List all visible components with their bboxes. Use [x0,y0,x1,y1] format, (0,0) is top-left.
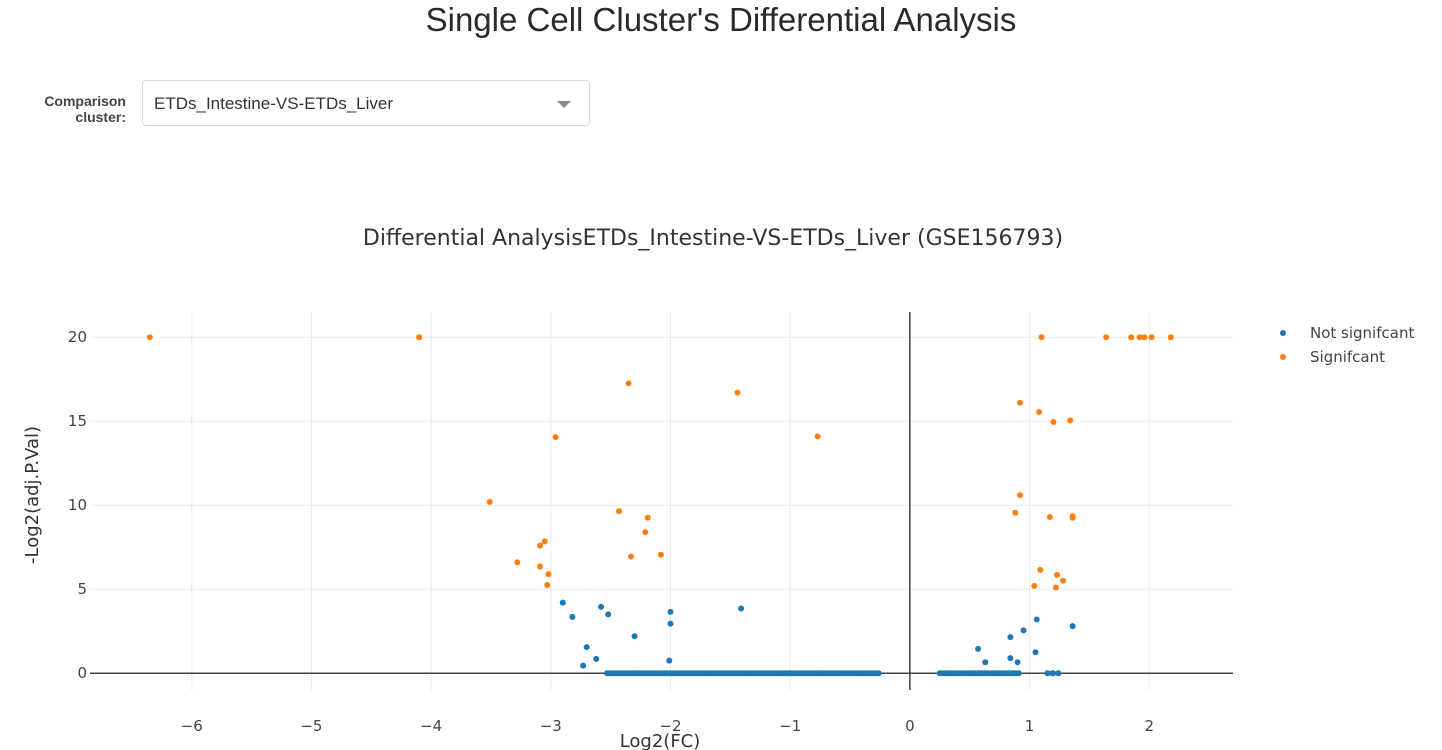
legend-marker [1280,354,1286,360]
data-point-not-significant [1032,649,1039,656]
comparison-cluster-dropdown[interactable]: ETDs_Intestine-VS-ETDs_Liver [142,80,590,126]
dropdown-selected-value: ETDs_Intestine-VS-ETDs_Liver [154,94,394,113]
y-tick-label: 10 [68,496,87,514]
comparison-control: Comparison cluster: ETDs_Intestine-VS-ET… [0,80,700,128]
legend-label: Signifcant [1310,348,1385,366]
x-tick-label: 1 [1025,717,1035,735]
data-point-significant [1037,566,1044,573]
data-point-significant [1167,334,1174,341]
data-point-not-significant [559,599,566,606]
data-point-significant [541,538,548,545]
legend-marker [1280,330,1286,336]
data-point-significant [1016,399,1023,406]
data-point-significant [1136,334,1143,341]
data-point-significant [814,433,821,440]
data-point-significant [1038,334,1045,341]
data-point-significant [1052,584,1059,591]
x-tick-label: −2 [659,717,681,735]
data-point-significant [625,380,632,387]
data-point-significant [1036,408,1043,415]
y-tick-label: 15 [68,412,87,430]
data-point-not-significant [580,662,587,669]
data-point-significant [616,508,623,515]
chart-title: Differential AnalysisETDs_Intestine-VS-E… [363,226,1063,251]
data-point-significant [537,542,544,549]
data-point-not-significant [1007,634,1014,641]
data-point-not-significant [1055,670,1062,677]
y-tick-label: 5 [77,580,87,598]
x-tick-label: −1 [779,717,801,735]
data-point-not-significant [975,645,982,652]
data-point-significant [1141,334,1148,341]
data-point-significant [416,334,423,341]
data-point-significant [146,334,153,341]
data-point-not-significant [1007,655,1014,662]
x-tick-label: −4 [420,717,442,735]
volcano-chart: Differential AnalysisETDs_Intestine-VS-E… [22,226,1414,750]
data-point-not-significant [631,633,638,640]
x-axis-label: Log2(FC) [620,731,701,750]
data-point-significant [1054,571,1061,578]
data-point-significant [1016,492,1023,499]
data-point-not-significant [667,620,674,627]
data-point-not-significant [593,655,600,662]
data-point-significant [627,553,634,560]
x-tick-label: −5 [300,717,322,735]
data-point-not-significant [569,613,576,620]
comparison-label-line1: Comparison [44,93,126,109]
data-point-significant [1050,419,1057,426]
data-point-not-significant [1014,659,1021,666]
data-point-significant [1067,417,1074,424]
data-point-significant [642,529,649,536]
data-point-significant [537,563,544,570]
x-tick-label: −6 [181,717,203,735]
y-tick-label: 20 [68,328,87,346]
data-point-not-significant [1015,670,1022,677]
data-point-not-significant [666,657,673,664]
x-tick-label: 2 [1144,717,1154,735]
x-tick-label: 0 [905,717,915,735]
x-tick-label: −3 [540,717,562,735]
data-point-not-significant [982,659,989,666]
y-axis-label: -Log2(adj.P.Val) [22,426,43,564]
legend: Not signifcant Signifcant [1280,324,1414,366]
data-point-significant [544,582,551,588]
data-point-not-significant [875,670,882,677]
data-point-not-significant [667,608,674,615]
data-point-significant [514,559,521,566]
data-points [146,334,1174,677]
data-point-not-significant [1049,670,1056,677]
data-point-significant [1128,334,1135,341]
data-point-significant [1031,582,1038,589]
y-tick-label: 0 [77,664,87,682]
data-point-significant [644,514,651,521]
data-point-not-significant [1044,670,1051,677]
data-point-not-significant [1069,623,1076,630]
chevron-down-icon[interactable] [557,101,571,108]
data-point-not-significant [583,644,590,651]
data-point-significant [486,498,493,505]
data-point-significant [552,434,559,441]
data-point-significant [1069,514,1076,521]
grid-lines [90,312,1233,690]
page-title: Single Cell Cluster's Differential Analy… [425,1,1017,38]
data-point-not-significant [1033,616,1040,623]
legend-label: Not signifcant [1310,324,1414,342]
data-point-significant [1060,577,1067,584]
data-point-significant [545,571,552,578]
comparison-label-line2: cluster: [75,109,126,125]
data-point-significant [1046,513,1053,520]
comparison-cluster-label: Comparison cluster: [10,93,126,125]
data-point-not-significant [605,611,612,618]
data-point-not-significant [598,603,605,610]
data-point-significant [1103,334,1110,341]
data-point-not-significant [738,605,745,612]
data-point-significant [1148,334,1155,341]
data-point-significant [1012,509,1019,516]
data-point-not-significant [1020,627,1027,634]
data-point-significant [734,389,741,396]
data-point-significant [657,551,664,558]
